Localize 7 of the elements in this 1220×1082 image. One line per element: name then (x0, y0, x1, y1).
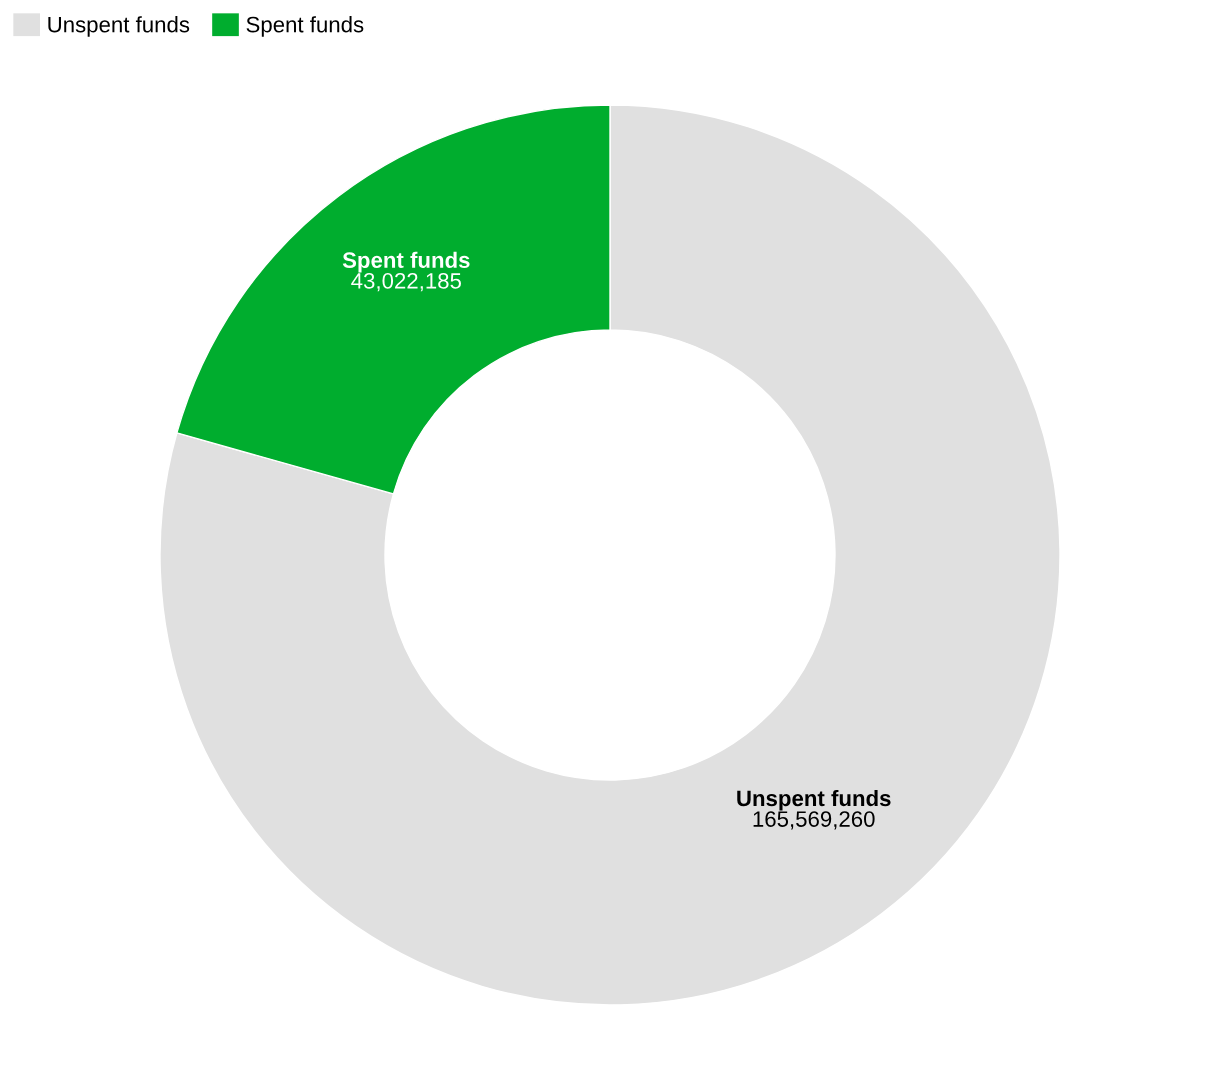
legend-label: Unspent funds (48, 16, 190, 37)
data-label: 43,022,185 (351, 272, 461, 292)
slice-label: Unspent funds (737, 789, 891, 811)
data-label: 165,569,260 (753, 811, 875, 830)
slice-label: Spent funds (342, 251, 470, 273)
legend-label: Spent funds (246, 16, 364, 37)
donut-slice (159, 104, 1061, 1006)
